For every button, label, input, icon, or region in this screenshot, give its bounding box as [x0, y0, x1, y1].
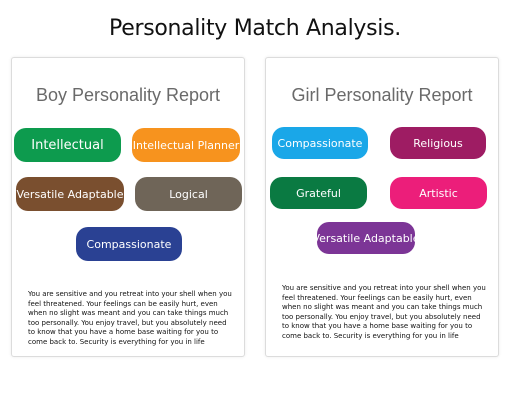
girl-report-heading: Girl Personality Report [291, 85, 473, 105]
boy-report-card: Boy Personality Report Intellectual Inte… [11, 57, 245, 357]
girl-trait-compassionate: Compassionate [272, 127, 368, 159]
girl-report-card: Girl Personality Report Compassionate Re… [265, 57, 499, 357]
boy-trait-versatile-adaptable: Versatile Adaptable [16, 177, 124, 211]
boy-trait-logical: Logical [135, 177, 242, 211]
boy-report-heading: Boy Personality Report [35, 85, 221, 105]
boy-description: You are sensitive and you retreat into y… [28, 290, 232, 346]
boy-trait-intellectual: Intellectual [14, 128, 121, 162]
girl-trait-religious: Religious [390, 127, 486, 159]
girl-trait-artistic: Artistic [390, 177, 487, 209]
page-title: Personality Match Analysis. [109, 16, 401, 41]
boy-trait-intellectual-planner: Intellectual Planner [132, 128, 240, 162]
boy-trait-compassionate: Compassionate [76, 227, 182, 261]
girl-description: You are sensitive and you retreat into y… [282, 284, 486, 340]
girl-trait-versatile-adaptable: Versatile Adaptable [312, 222, 420, 254]
girl-trait-grateful: Grateful [270, 177, 367, 209]
